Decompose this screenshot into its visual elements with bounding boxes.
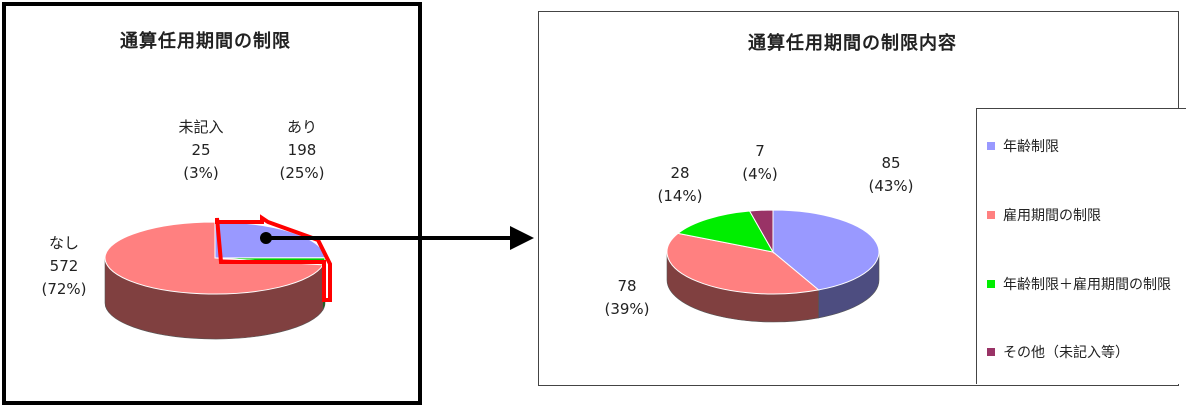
legend-swatch-age xyxy=(987,142,995,150)
right-label-age: 85 (43%) xyxy=(868,154,914,195)
legend-swatch-other xyxy=(987,348,995,356)
right-slice-3 xyxy=(748,209,774,254)
highlight-outline xyxy=(215,214,332,302)
legend-label-age: 年齢制限 xyxy=(1003,139,1059,155)
legend-swatch-both xyxy=(987,280,995,288)
arrow-head xyxy=(510,226,534,250)
right-label-other: 7 (4%) xyxy=(742,142,778,183)
legend-item-other: その他（未記入等） xyxy=(987,342,1129,362)
legend-item-employment: 雇用期間の制限 xyxy=(987,205,1101,225)
legend-label-both: 年齢制限＋雇用期間の制限 xyxy=(1003,277,1171,293)
right-slice-0 xyxy=(772,209,880,291)
legend-label-other: その他（未記入等） xyxy=(1003,345,1129,361)
right-slice-1 xyxy=(666,232,820,295)
left-chart-title: 通算任用期間の制限 xyxy=(120,31,291,52)
left-slice-2 xyxy=(104,221,324,295)
left-label-mikinyu: 未記入 25 (3%) xyxy=(178,118,224,182)
legend-label-employment: 雇用期間の制限 xyxy=(1003,208,1101,224)
right-slice-2 xyxy=(676,210,774,253)
right-label-employment: 78 (39%) xyxy=(604,277,650,318)
left-label-ari: あり 198 (25%) xyxy=(279,118,325,182)
legend-swatch-employment xyxy=(987,211,995,219)
legend-item-age: 年齢制限 xyxy=(987,136,1059,156)
right-label-both: 28 (14%) xyxy=(657,164,703,205)
left-label-nashi: なし 572 (72%) xyxy=(41,234,87,298)
right-chart-legend: 年齢制限 雇用期間の制限 年齢制限＋雇用期間の制限 その他（未記入等） xyxy=(976,108,1186,384)
legend-item-both: 年齢制限＋雇用期間の制限 xyxy=(987,274,1171,294)
right-chart-title: 通算任用期間の制限内容 xyxy=(748,33,957,54)
right-pie xyxy=(666,209,880,323)
